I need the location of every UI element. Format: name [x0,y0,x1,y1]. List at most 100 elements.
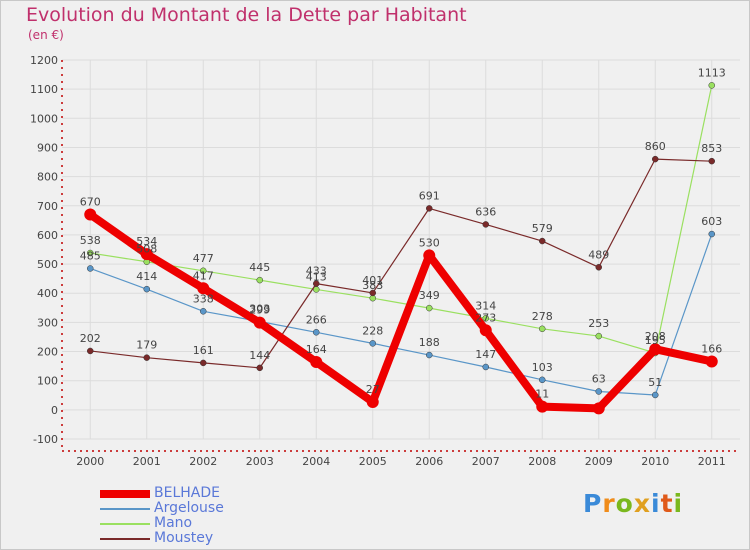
data-label-belhade: 530 [419,236,440,249]
data-label-argelouse: 266 [306,313,327,326]
logo-letter: x [633,489,651,518]
data-label-moustey: 161 [193,344,214,357]
x-tick-label: 2000 [76,455,104,468]
data-point-belhade [649,343,662,356]
series-line-belhade [87,211,713,413]
data-label-argelouse: 228 [362,324,383,337]
logo-letter: P [583,489,603,518]
data-label-argelouse: 51 [648,376,662,389]
data-point-moustey [369,289,376,297]
data-point-argelouse [595,388,602,395]
data-label-argelouse: 103 [532,361,553,374]
data-point-mano [539,325,546,333]
data-label-moustey: 636 [475,205,496,218]
data-point-belhade [253,316,266,329]
data-label-moustey: 489 [588,248,609,261]
data-label-belhade: 299 [249,304,270,317]
data-label-moustey: 853 [701,142,722,155]
data-label-mano: 445 [249,261,270,274]
data-label-moustey: 144 [249,349,270,362]
data-label-mano: 538 [80,234,101,247]
x-tick-label: 2011 [698,455,726,468]
x-tick-label: 2006 [415,455,443,468]
data-label-moustey: 691 [419,189,440,202]
x-tick-label: 2010 [641,455,669,468]
data-label-mano: 413 [306,270,327,283]
y-tick-label: 1100 [30,83,58,96]
data-label-belhade: 534 [136,235,157,248]
data-point-belhade [140,248,153,261]
logo-letter: o [615,489,634,518]
y-tick-label: -100 [33,433,58,446]
data-label-moustey: 202 [80,332,101,345]
data-label-belhade: 417 [193,269,214,282]
series-line-mano [90,85,713,354]
data-point-mano [708,82,715,89]
data-label-mano: 508 [136,243,157,256]
legend-swatch [100,538,150,540]
legend-swatch [100,490,150,498]
data-label-moustey: 433 [306,265,327,278]
chart-title: Evolution du Montant de la Dette par Hab… [26,4,467,26]
data-label-belhade: 670 [80,196,101,209]
y-tick-label: 900 [37,141,58,154]
data-label-argelouse: 414 [136,270,157,283]
data-label-argelouse: 603 [701,215,722,228]
data-label-mano: 278 [532,310,553,323]
plot-area [62,60,740,439]
series-line-argelouse [90,233,713,396]
chart-subtitle: (en €) [28,28,64,42]
data-point-mano [426,304,433,312]
x-tick-label: 2001 [133,455,161,468]
data-label-argelouse: 485 [80,249,101,262]
y-tick-label: 500 [37,258,58,271]
data-point-belhade [423,249,436,262]
data-label-moustey: 860 [645,140,666,153]
data-point-belhade [705,355,718,368]
data-point-moustey [313,280,320,287]
legend-label: Argelouse [154,500,224,516]
proxiti-logo: Proxiti [583,489,683,518]
y-tick-label: 400 [37,287,58,300]
data-point-belhade [197,282,210,295]
data-label-argelouse: 147 [475,348,496,361]
x-tick-label: 2003 [246,455,274,468]
data-label-moustey: 579 [532,222,553,235]
legend-swatch [100,523,150,525]
data-label-argelouse: 303 [249,303,270,316]
data-point-mano [595,332,602,340]
data-label-belhade: 11 [535,388,549,401]
data-point-argelouse [652,391,659,399]
data-point-mano [482,315,489,322]
data-point-moustey [482,221,489,228]
y-tick-label: 100 [37,375,58,388]
data-point-argelouse [143,285,150,293]
data-point-mano [200,267,207,275]
y-tick-label: 800 [37,171,58,184]
data-point-argelouse [482,363,489,371]
y-tick-label: 700 [37,200,58,213]
data-label-mano: 349 [419,289,440,302]
data-label-argelouse: 338 [193,292,214,305]
data-point-belhade [479,324,492,337]
data-point-mano [87,249,94,257]
data-point-argelouse [426,351,433,359]
data-label-belhade: 27 [366,383,380,396]
y-tick-label: 0 [51,404,58,417]
data-point-moustey [143,354,150,361]
legend-label: Moustey [154,530,214,546]
x-tick-label: 2004 [302,455,330,468]
x-tick-label: 2008 [528,455,556,468]
logo-letter: i [673,489,684,518]
data-label-belhade: 273 [475,311,496,324]
legend-swatch [100,508,150,510]
legend-label: BELHADE [154,485,220,501]
data-label-mano: 383 [362,279,383,292]
data-label-moustey: 179 [136,339,157,352]
data-point-argelouse [369,340,376,347]
data-label-moustey: 401 [362,274,383,287]
data-label-argelouse: 63 [592,372,606,385]
data-label-belhade: 164 [306,343,327,356]
data-label-argelouse: 188 [419,336,440,349]
